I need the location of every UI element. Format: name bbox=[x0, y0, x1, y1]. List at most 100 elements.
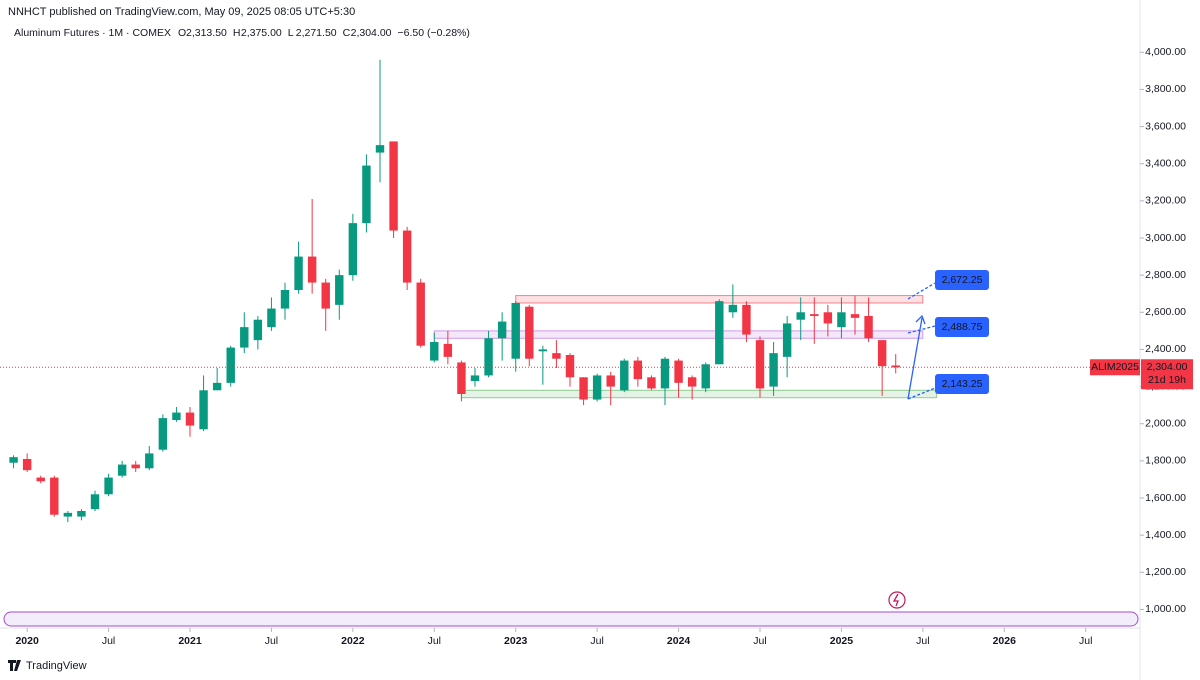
candle-body bbox=[50, 477, 59, 515]
event-markers bbox=[3, 591, 1139, 627]
candle-body bbox=[90, 494, 100, 510]
candle-body bbox=[864, 316, 873, 339]
ohlc-key: O bbox=[178, 27, 186, 39]
candle-body bbox=[538, 349, 548, 352]
candle-body bbox=[782, 323, 792, 357]
y-tick-label: 1,800.00 bbox=[1145, 455, 1186, 467]
candle-body bbox=[77, 511, 86, 517]
x-tick-label: 2020 bbox=[15, 635, 39, 647]
candle-body bbox=[620, 360, 629, 391]
ohlc-key: H bbox=[233, 27, 241, 39]
candle-body bbox=[63, 512, 73, 517]
zone-band bbox=[433, 330, 924, 339]
ohlc-key: C bbox=[343, 27, 351, 39]
candle-body bbox=[335, 275, 344, 305]
x-tick-label: 2023 bbox=[504, 635, 528, 647]
candle-body bbox=[633, 360, 643, 380]
candle-body bbox=[525, 306, 534, 359]
candle-body bbox=[389, 141, 398, 231]
ohlc-value: 2,313.50 bbox=[186, 27, 227, 39]
ohlc-value: 2,271.50 bbox=[296, 27, 337, 39]
candle-body bbox=[402, 230, 412, 283]
y-tick-label: 2,400.00 bbox=[1145, 343, 1186, 355]
candle-body bbox=[131, 464, 140, 469]
zone-label-box bbox=[935, 317, 989, 337]
y-tick-label: 3,800.00 bbox=[1145, 83, 1186, 95]
candle-body bbox=[22, 459, 32, 471]
change: −6.50 (−0.28%) bbox=[398, 27, 470, 39]
y-tick-label: 3,600.00 bbox=[1145, 120, 1186, 132]
y-tick-label: 4,000.00 bbox=[1145, 46, 1186, 58]
x-tick-label: Jul bbox=[265, 635, 278, 647]
candle-body bbox=[321, 282, 330, 309]
plot-area bbox=[0, 59, 1140, 523]
candle-body bbox=[267, 308, 276, 328]
candle-body bbox=[158, 418, 168, 450]
x-tick-label: Jul bbox=[916, 635, 929, 647]
publish-note: NNHCT published on TradingView.com, May … bbox=[8, 6, 355, 18]
x-tick-label: 2022 bbox=[341, 635, 365, 647]
y-tick-label: 1,000.00 bbox=[1145, 603, 1186, 615]
symbol-legend: Aluminum Futures · 1M · COMEX O 2,313.50 H… bbox=[14, 27, 470, 39]
y-tick-label: 1,400.00 bbox=[1145, 529, 1186, 541]
candle-body bbox=[606, 375, 615, 387]
x-tick-label: Jul bbox=[1079, 635, 1092, 647]
candle-body bbox=[240, 327, 249, 348]
x-tick-label: Jul bbox=[753, 635, 766, 647]
candle-body bbox=[701, 364, 710, 389]
candle-body bbox=[497, 321, 507, 339]
candle-body bbox=[280, 290, 290, 309]
zone-label-box bbox=[935, 270, 989, 290]
candle-body bbox=[755, 340, 765, 389]
candle-body bbox=[552, 353, 561, 359]
y-tick-label: 1,200.00 bbox=[1145, 566, 1186, 578]
ohlc-value: 2,304.00 bbox=[351, 27, 392, 39]
candle-body bbox=[430, 342, 439, 361]
price-tag bbox=[1141, 359, 1193, 390]
candle-body bbox=[172, 412, 181, 420]
candle-body bbox=[470, 375, 480, 381]
candle-body bbox=[307, 256, 317, 283]
candle-body bbox=[579, 377, 588, 400]
candle-body bbox=[687, 377, 697, 387]
candle-body bbox=[877, 340, 887, 367]
candle-body bbox=[715, 301, 724, 365]
zone-label: 2,672.25 bbox=[942, 274, 983, 286]
candle-body bbox=[565, 355, 575, 378]
zone-label: 2,488.75 bbox=[942, 321, 983, 333]
candle-body bbox=[348, 223, 358, 276]
candle-body bbox=[592, 375, 602, 400]
candle-body bbox=[145, 453, 154, 469]
candle-body bbox=[823, 312, 833, 324]
symbol-tag-text: ALIM2025 bbox=[1091, 361, 1139, 373]
y-tick-label: 1,600.00 bbox=[1145, 492, 1186, 504]
footer-logo: TradingView bbox=[8, 660, 87, 672]
candle-body bbox=[742, 304, 751, 335]
candle-body bbox=[810, 314, 819, 316]
candle-body bbox=[511, 303, 520, 359]
y-tick-label: 2,600.00 bbox=[1145, 306, 1186, 318]
candle-body bbox=[212, 382, 222, 391]
candle-body bbox=[891, 365, 900, 368]
x-tick-label: Jul bbox=[590, 635, 603, 647]
candle-body bbox=[117, 464, 127, 476]
projection-arrows bbox=[907, 282, 946, 400]
logo-text: TradingView bbox=[26, 660, 87, 672]
zone-label: 2,143.25 bbox=[942, 378, 983, 390]
zone-band bbox=[460, 389, 937, 399]
candle-body bbox=[104, 477, 113, 495]
x-tick-label: 2026 bbox=[993, 635, 1017, 647]
x-tick-label: 2021 bbox=[178, 635, 202, 647]
candle-body bbox=[226, 347, 235, 383]
ohlc-value: 2,375.00 bbox=[241, 27, 282, 39]
y-tick-label: 3,200.00 bbox=[1145, 195, 1186, 207]
candle-body bbox=[647, 377, 656, 389]
candle-body bbox=[728, 304, 738, 313]
y-tick-label: 2,000.00 bbox=[1145, 417, 1186, 429]
price-tag-text: 2,304.00 bbox=[1147, 361, 1188, 373]
symbol-name: Aluminum Futures · 1M · COMEX bbox=[14, 27, 171, 39]
symbol-tag bbox=[1090, 359, 1140, 376]
x-tick-label: Jul bbox=[102, 635, 115, 647]
candle-body bbox=[484, 338, 493, 376]
